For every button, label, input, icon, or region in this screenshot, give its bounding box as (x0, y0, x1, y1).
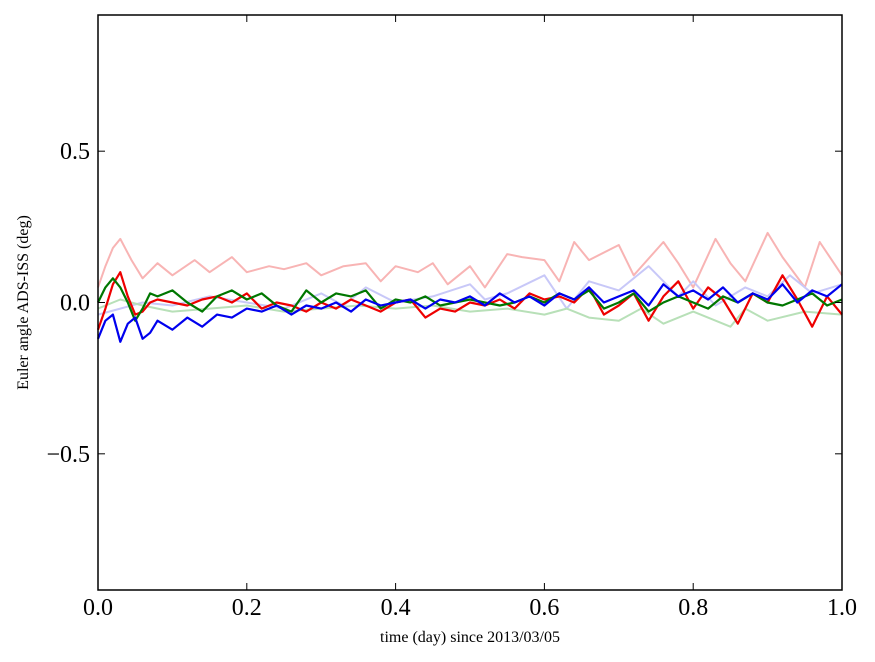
y-tick-label: 0.0 (60, 291, 90, 317)
x-tick-label: 0.4 (381, 595, 411, 621)
series-line-4 (96, 271, 843, 331)
ticks-layer: 0.0 0.2 0.4 0.6 0.8 1.0 −0.5 0.0 0.5 (46, 15, 857, 621)
y-tick-label: 0.5 (60, 139, 90, 165)
series-line-3 (97, 298, 843, 328)
series-line-6 (96, 283, 843, 343)
series-layer (96, 231, 843, 343)
x-tick-label: 0.6 (529, 595, 559, 621)
x-tick-label: 0.2 (232, 595, 262, 621)
y-axis-label: Euler angle ADS-ISS (deg) (15, 215, 32, 390)
series-line-5 (97, 277, 843, 322)
series-line-1 (97, 231, 843, 289)
x-tick-label: 0.0 (83, 595, 113, 621)
x-tick-label: 1.0 (827, 595, 857, 621)
y-tick-label: −0.5 (46, 442, 90, 468)
x-tick-label: 0.8 (678, 595, 708, 621)
x-axis-label: time (day) since 2013/03/05 (380, 629, 560, 646)
series-line-2 (97, 265, 843, 316)
